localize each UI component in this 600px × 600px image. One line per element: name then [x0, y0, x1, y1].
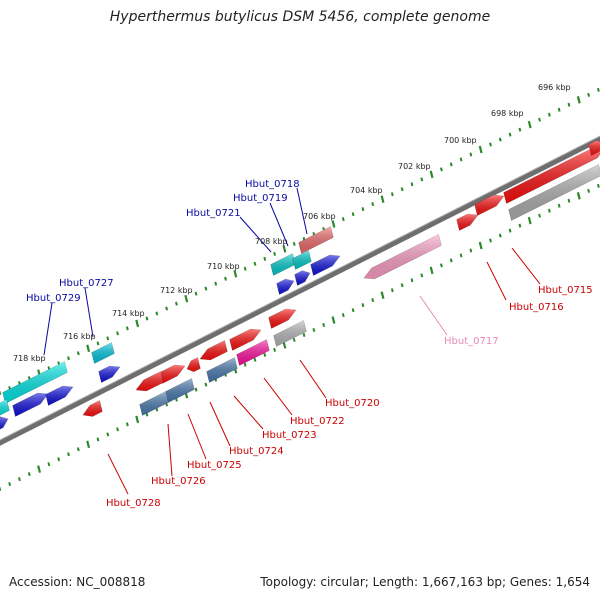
- label-leader-line: [263, 377, 293, 416]
- label-leader-line: [419, 295, 448, 336]
- gene-feature: [294, 270, 311, 286]
- gene-feature: [186, 357, 201, 373]
- gene-label: Hbut_0720: [325, 398, 380, 409]
- accession-text: Accession: NC_008818: [9, 575, 146, 589]
- gene-feature: [456, 213, 479, 231]
- gene-feature: [270, 253, 296, 276]
- label-leader-line: [107, 453, 129, 495]
- gene-feature: [298, 226, 334, 254]
- gene-feature: [474, 194, 505, 216]
- gene-label: Hbut_0719: [233, 193, 288, 204]
- gene-feature: [135, 371, 164, 392]
- kbp-rulers: [0, 87, 600, 491]
- gene-label: Hbut_0722: [290, 416, 345, 427]
- kbp-label: 698 kbp: [491, 109, 524, 118]
- label-leader-line: [233, 395, 264, 430]
- gene-label: Hbut_0729: [26, 293, 81, 304]
- kbp-label: 712 kbp: [160, 286, 193, 295]
- label-leader-line: [167, 423, 173, 477]
- label-leader-line: [269, 202, 289, 247]
- gene-feature: [0, 399, 10, 416]
- kbp-label: 710 kbp: [207, 262, 240, 271]
- kbp-label: 716 kbp: [63, 332, 96, 341]
- label-leaders: [43, 187, 541, 495]
- gene-feature: [159, 364, 186, 384]
- gene-label: Hbut_0724: [229, 446, 284, 457]
- kbp-label: 718 kbp: [13, 354, 46, 363]
- gene-feature: [273, 320, 307, 347]
- kbp-label: 708 kbp: [255, 237, 288, 246]
- gene-feature: [268, 308, 297, 329]
- genome-backbone: [0, 135, 600, 446]
- gene-feature: [276, 278, 295, 295]
- gene-feature: [45, 385, 74, 406]
- kbp-label: 696 kbp: [538, 83, 571, 92]
- kbp-label: 700 kbp: [444, 136, 477, 145]
- gene-feature: [139, 391, 169, 416]
- upper-kbp-ruler: [0, 87, 600, 395]
- gene-feature: [310, 254, 341, 276]
- kbp-label: 704 kbp: [350, 186, 383, 195]
- gene-label: Hbut_0723: [262, 430, 317, 441]
- map-title: Hyperthermus butylicus DSM 5456, complet…: [109, 9, 491, 25]
- gene-feature: [229, 328, 262, 351]
- gene-label: Hbut_0721: [186, 208, 241, 219]
- gene-feature: [292, 250, 312, 270]
- gene-feature: [12, 392, 49, 417]
- label-leader-line: [511, 247, 541, 285]
- label-leader-line: [209, 401, 231, 447]
- genome-summary-text: Topology: circular; Length: 1,667,163 bp…: [260, 575, 590, 589]
- gene-feature: [508, 164, 600, 221]
- gene-feature: [503, 146, 600, 204]
- gene-feature: [236, 339, 270, 366]
- gene-label: Hbut_0717: [444, 336, 499, 347]
- gene-feature: [206, 357, 238, 383]
- gene-label: Hbut_0718: [245, 179, 300, 190]
- gene-features: [0, 140, 600, 430]
- label-leader-line: [187, 413, 207, 460]
- gene-feature: [2, 361, 68, 404]
- label-leader-line: [486, 261, 507, 301]
- gene-feature: [82, 400, 103, 417]
- label-leader-line: [299, 359, 327, 399]
- kbp-label: 714 kbp: [112, 309, 145, 318]
- gene-feature: [199, 340, 228, 361]
- gene-feature: [363, 234, 442, 280]
- labels: 696 kbp 698 kbp 700 kbp 702 kbp 704 kbp 706 k…: [13, 83, 593, 509]
- label-leader-line: [296, 187, 308, 235]
- gene-feature: [98, 365, 121, 383]
- gene-label: Hbut_0728: [106, 498, 161, 509]
- kbp-label: 706 kbp: [303, 212, 336, 221]
- label-leader-line: [239, 216, 272, 253]
- gene-feature: [0, 416, 9, 430]
- label-leader-line: [43, 302, 53, 356]
- gene-feature: [165, 378, 195, 403]
- gene-label: Hbut_0726: [151, 476, 206, 487]
- gene-feature: [91, 342, 115, 364]
- gene-label: Hbut_0725: [187, 460, 242, 471]
- label-leader-line: [84, 287, 94, 338]
- gene-label: Hbut_0727: [59, 278, 114, 289]
- gene-label: Hbut_0715: [538, 285, 593, 296]
- lower-kbp-ruler: [0, 183, 600, 491]
- gene-label: Hbut_0716: [509, 302, 564, 313]
- kbp-label: 702 kbp: [398, 162, 431, 171]
- gene-feature: [588, 140, 600, 156]
